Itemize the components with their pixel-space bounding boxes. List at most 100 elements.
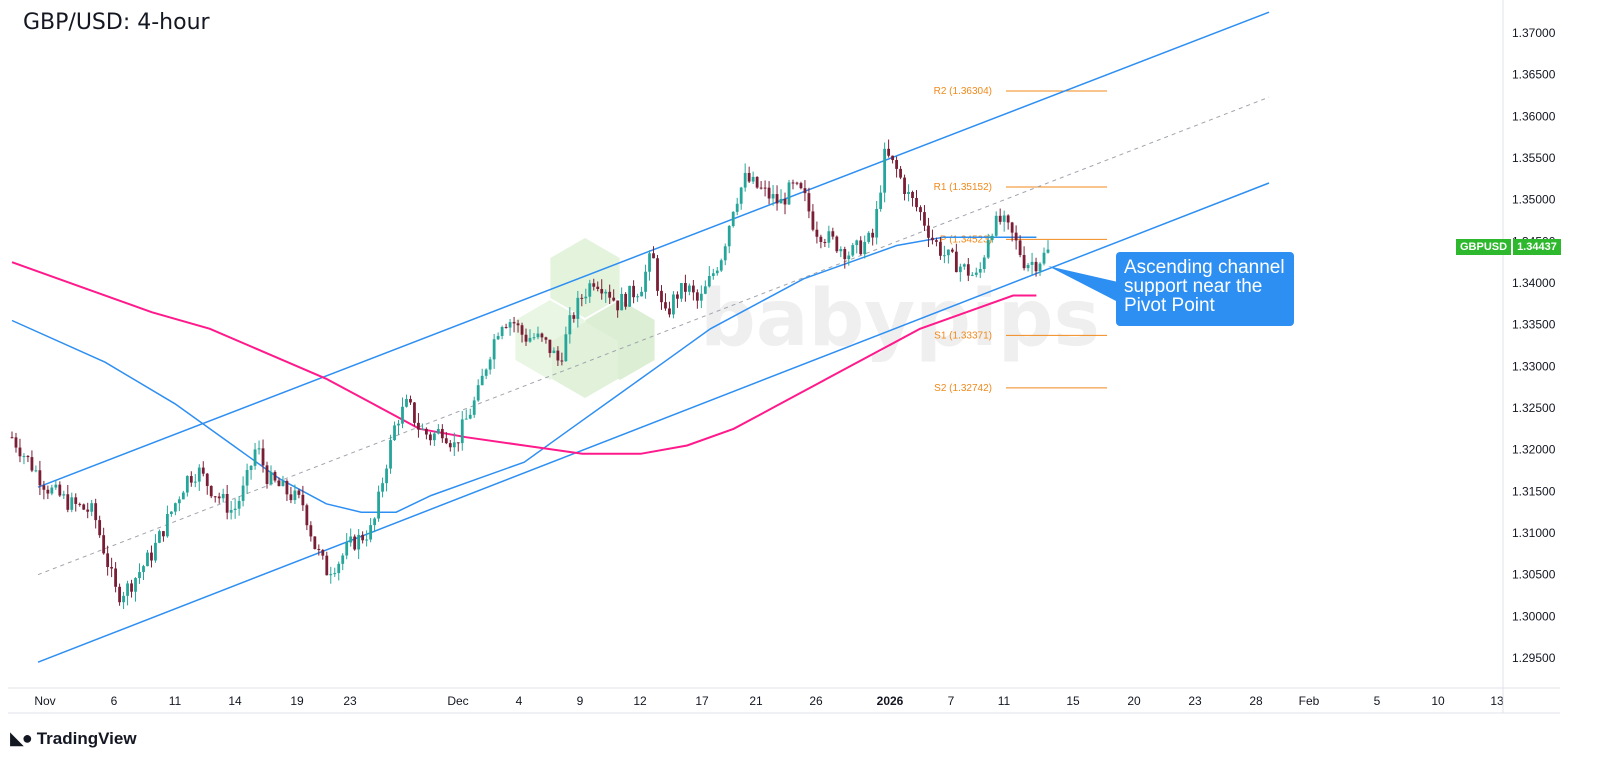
candle-body xyxy=(954,251,958,273)
candle-body xyxy=(269,471,273,484)
chart-title: GBP/USD: 4-hour xyxy=(23,10,210,35)
candle-body xyxy=(943,255,946,257)
candle-body xyxy=(476,385,480,401)
candle-body xyxy=(1030,261,1034,265)
candle-body xyxy=(939,241,942,256)
candle-body xyxy=(532,337,536,339)
candle-body xyxy=(903,177,906,195)
last-price-badge: 1.34437 xyxy=(1513,239,1561,255)
candle-body xyxy=(301,494,305,506)
time-tick-label: 4 xyxy=(516,694,523,708)
candle-body xyxy=(472,400,476,415)
candle-body xyxy=(345,542,349,556)
candle-body xyxy=(986,240,990,258)
watermark-hexagon xyxy=(550,238,620,318)
candle-body xyxy=(492,339,496,360)
candle-body xyxy=(935,240,938,242)
candle-body xyxy=(1046,249,1050,253)
candle-body xyxy=(787,182,791,205)
callout-line-1: Ascending channel xyxy=(1124,257,1285,278)
candle-body xyxy=(297,490,301,495)
candle-body xyxy=(672,294,675,315)
candle-body xyxy=(421,428,424,430)
time-tick-label: 10 xyxy=(1431,694,1445,708)
time-tick-label: 19 xyxy=(290,694,304,708)
candle-body xyxy=(1006,215,1010,223)
candle-body xyxy=(405,399,408,407)
candle-body xyxy=(30,457,34,471)
candle-body xyxy=(106,553,110,568)
candle-body xyxy=(241,485,245,501)
callout-line-2: support near the xyxy=(1124,276,1263,297)
candle-body xyxy=(883,148,887,193)
candle-body xyxy=(875,208,879,238)
candle-body xyxy=(699,293,703,301)
candle-body xyxy=(257,448,261,450)
price-tick-label: 1.36000 xyxy=(1512,109,1556,123)
time-tick-label: 23 xyxy=(343,694,357,708)
candle-body xyxy=(771,194,775,199)
candle-body xyxy=(317,548,321,551)
candle-body xyxy=(130,583,133,592)
candle-body xyxy=(859,240,863,255)
candle-body xyxy=(763,187,767,189)
candle-body xyxy=(114,568,117,587)
candle-body xyxy=(42,485,46,490)
candle-body xyxy=(644,271,647,292)
candle-body xyxy=(150,552,153,561)
candle-body xyxy=(596,286,600,290)
candle-body xyxy=(225,494,229,513)
price-tick-label: 1.35000 xyxy=(1512,193,1556,207)
candle-body xyxy=(1010,222,1014,233)
candle-body xyxy=(540,333,544,338)
candle-body xyxy=(261,448,265,466)
candle-body xyxy=(229,510,233,513)
price-tick-label: 1.31500 xyxy=(1512,484,1556,498)
time-tick-label: 5 xyxy=(1374,694,1381,708)
candle-body xyxy=(162,531,165,537)
price-tick-label: 1.30000 xyxy=(1512,609,1556,623)
price-tick-label: 1.35500 xyxy=(1512,151,1556,165)
candle-body xyxy=(82,504,86,510)
candle-body xyxy=(695,292,699,301)
candle-body xyxy=(381,483,384,492)
candle-body xyxy=(213,496,217,498)
candle-body xyxy=(14,437,18,448)
candle-body xyxy=(1034,261,1038,272)
candle-body xyxy=(253,449,257,466)
candle-body xyxy=(373,518,376,526)
candle-body xyxy=(668,308,671,315)
candlesticks xyxy=(10,139,1050,610)
candle-body xyxy=(775,194,779,204)
candle-body xyxy=(556,350,560,361)
candle-body xyxy=(309,525,313,537)
candle-body xyxy=(233,508,237,511)
candle-body xyxy=(982,257,986,269)
candle-body xyxy=(731,211,735,226)
candle-body xyxy=(966,264,970,276)
candle-body xyxy=(807,193,811,212)
last-price-tag: GBPUSD 1.34437 xyxy=(1456,239,1561,255)
candle-body xyxy=(528,337,532,342)
candle-body xyxy=(58,484,62,496)
candle-body xyxy=(50,487,54,494)
candle-body xyxy=(520,325,524,335)
candle-body xyxy=(102,535,106,554)
candle-body xyxy=(811,211,815,230)
candle-body xyxy=(177,499,181,504)
candle-body xyxy=(70,497,74,510)
pivot-label: R2 (1.36304) xyxy=(934,86,992,97)
price-tick-label: 1.29500 xyxy=(1512,651,1556,665)
candle-body xyxy=(580,297,584,299)
candle-body xyxy=(369,525,373,540)
candle-body xyxy=(425,428,428,435)
candle-body xyxy=(377,491,380,519)
candle-body xyxy=(436,428,440,434)
candle-body xyxy=(552,350,556,353)
candle-body xyxy=(887,148,891,156)
candle-body xyxy=(325,555,329,576)
tradingview-mark-icon: ◣● xyxy=(10,728,33,748)
candle-body xyxy=(588,283,592,297)
candle-body xyxy=(572,315,576,319)
